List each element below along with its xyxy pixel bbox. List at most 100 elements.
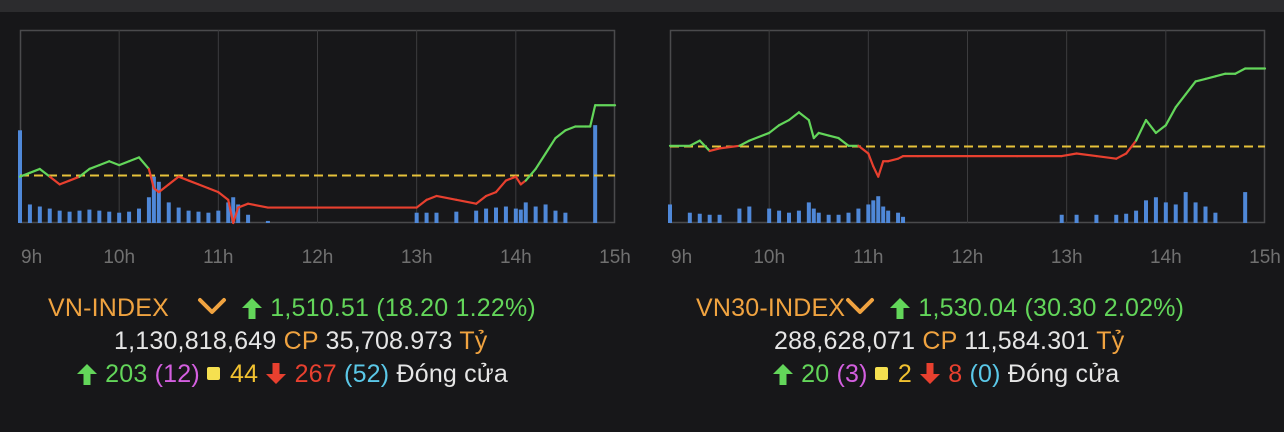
price-segment xyxy=(98,160,111,167)
price-segment xyxy=(48,175,61,186)
volume-bar xyxy=(846,212,851,223)
price-segment xyxy=(118,160,131,167)
price-segment xyxy=(455,198,478,205)
volume-bar xyxy=(1213,212,1218,223)
volume-bar xyxy=(206,212,211,223)
x-tick-label: 11h xyxy=(853,247,883,268)
volume-bar xyxy=(434,212,439,223)
price-segment xyxy=(1194,77,1207,83)
price-segment xyxy=(812,131,820,140)
x-tick-label: 10h xyxy=(753,247,785,268)
volume-bar xyxy=(513,208,518,223)
price-segment xyxy=(817,131,830,137)
volume-bar xyxy=(668,204,672,223)
price-segment xyxy=(475,194,488,205)
advances-count: 20 xyxy=(801,360,830,388)
price-segment xyxy=(514,175,522,186)
price-segment xyxy=(1164,106,1177,127)
volume-bar xyxy=(186,210,191,223)
volume-bar xyxy=(747,206,752,223)
x-tick-label: 12h xyxy=(952,247,984,268)
volume-bar xyxy=(896,212,901,223)
price-segment xyxy=(698,139,711,153)
x-tick-label: 11h xyxy=(203,247,233,268)
arrow-down-icon xyxy=(266,363,287,384)
price-segment xyxy=(837,136,850,147)
volume-bar xyxy=(77,210,82,223)
volume-bar xyxy=(166,202,171,223)
cp-label: CP xyxy=(922,327,958,355)
price-segment xyxy=(425,194,438,201)
volume-bar xyxy=(1094,214,1099,223)
volume-bar xyxy=(97,210,102,223)
unit-label: Tỷ xyxy=(1096,327,1125,355)
volume-bar xyxy=(563,212,568,223)
price-segment xyxy=(217,191,230,201)
price-segment xyxy=(227,198,235,225)
price-segment xyxy=(484,191,498,198)
volume-bar xyxy=(836,214,841,223)
x-tick-label: 15h xyxy=(1249,247,1281,268)
arrow-down-icon xyxy=(920,363,941,384)
volume-bar xyxy=(553,210,558,223)
price-segment xyxy=(58,179,71,186)
volume-bar xyxy=(1173,204,1178,223)
price-segment xyxy=(589,104,597,128)
price-segment xyxy=(494,179,508,194)
volume-bar xyxy=(533,206,538,223)
volume-bar xyxy=(146,197,151,223)
volume-bar xyxy=(826,214,831,223)
price-segment xyxy=(88,164,101,171)
x-tick-label: 14h xyxy=(500,247,532,268)
chevron-down-icon[interactable] xyxy=(845,296,875,318)
volume-bar xyxy=(216,210,221,223)
price-segment xyxy=(544,136,557,155)
volume-bar xyxy=(117,212,122,223)
chevron-down-icon[interactable] xyxy=(197,296,227,318)
price-segment xyxy=(187,179,200,186)
breadth-line: 20 (3) 2 8 (0) Đóng cửa xyxy=(772,360,1119,389)
price-segment xyxy=(887,157,900,163)
volume-bar xyxy=(176,207,181,223)
volume-bar xyxy=(1114,214,1119,223)
declines-count: 8 xyxy=(948,360,963,388)
vn30-index-panel: 9h 10h 11h 12h 13h 14h 15h VN30-INDEX 1,530.04… xyxy=(668,29,1284,430)
volume-bar xyxy=(1134,210,1139,223)
index-line: VN-INDEX 1,510.51 (18.20 1.22%) xyxy=(48,294,536,323)
price-segment xyxy=(1174,93,1187,109)
unchanged-count: 44 xyxy=(230,360,259,388)
price-segment xyxy=(108,160,121,167)
price-segment xyxy=(738,139,751,147)
price-segment xyxy=(18,171,32,178)
volume-bar xyxy=(881,206,886,223)
price-segment xyxy=(504,175,517,182)
price-segment xyxy=(777,118,791,127)
index-change: (30.30 2.02%) xyxy=(1024,294,1185,322)
price-segment xyxy=(28,167,41,174)
price-segment xyxy=(827,134,840,140)
volume-bar xyxy=(717,214,722,223)
volume-bar xyxy=(1059,214,1064,223)
volume-bar xyxy=(811,208,816,223)
price-segment xyxy=(177,175,190,182)
volume-bar xyxy=(87,209,92,223)
index-value: 1,510.51 xyxy=(270,294,370,322)
price-segment xyxy=(435,194,458,201)
top-bar xyxy=(0,0,1284,12)
vn-index-chart: 9h 10h 11h 12h 13h 14h 15h xyxy=(18,29,631,268)
unchanged-square-icon xyxy=(207,367,221,380)
volume-bar xyxy=(1153,197,1158,223)
price-segment xyxy=(1134,118,1148,142)
volume-bar xyxy=(503,206,508,223)
volume-bar xyxy=(856,208,861,223)
volume-bar xyxy=(127,211,132,223)
turnover-value: 11,584.301 xyxy=(964,327,1090,355)
volume-bar xyxy=(901,216,906,223)
price-segment xyxy=(38,167,51,178)
price-segment xyxy=(1184,80,1197,96)
volume-bar xyxy=(107,211,112,223)
price-segment xyxy=(1125,139,1138,155)
price-segment xyxy=(78,167,91,178)
volume-bar xyxy=(37,206,42,223)
price-segment xyxy=(1234,67,1247,75)
